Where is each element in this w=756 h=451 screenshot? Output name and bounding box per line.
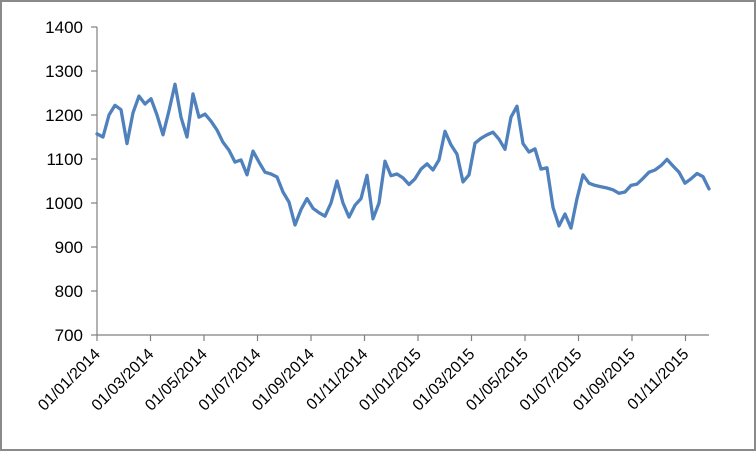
y-tick-label: 1100 [46, 150, 83, 169]
y-tick-label: 1000 [45, 194, 83, 213]
y-tick-label: 1200 [45, 106, 83, 125]
data-line [95, 82, 711, 230]
y-tick-label: 700 [55, 326, 83, 345]
y-tick-label: 800 [55, 282, 83, 301]
y-tick-label: 1400 [45, 18, 83, 37]
y-tick-label: 1300 [45, 62, 83, 81]
y-tick-label: 900 [55, 238, 83, 257]
